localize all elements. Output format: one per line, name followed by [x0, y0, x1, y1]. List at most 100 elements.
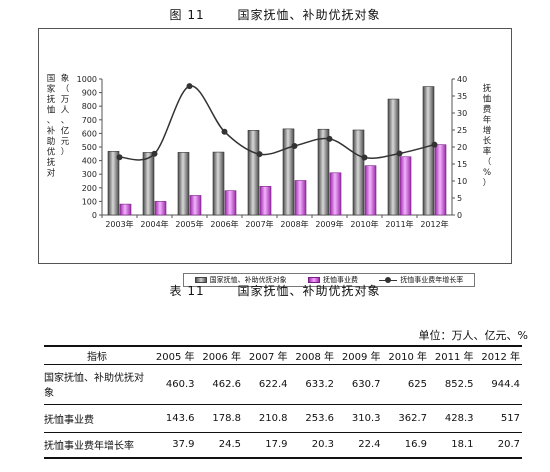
table-header-year: 2012 年 [475, 345, 522, 365]
bar-recipients [177, 152, 190, 216]
table-header-year: 2011 年 [429, 345, 476, 365]
x-tick-label: 2004年 [140, 219, 168, 229]
table-header-year: 2006 年 [196, 345, 243, 365]
table-cell: 22.4 [336, 432, 383, 459]
y-tick-label-left: 300 [82, 170, 97, 179]
figure-label: 图 11 [169, 8, 205, 22]
legend-swatch-line-marker [379, 277, 398, 283]
table-cell: 210.8 [243, 404, 290, 433]
y-tick-label-right: 15 [457, 160, 467, 169]
point-growth-rate [116, 154, 123, 161]
y-tick-label-left: 500 [82, 143, 97, 152]
y-tick-label-right: 5 [457, 194, 462, 203]
y-tick-label-left: 600 [82, 129, 97, 138]
bar-expense [259, 186, 272, 216]
table-header-year: 2009 年 [336, 345, 383, 365]
table-header-year: 2005 年 [150, 345, 197, 365]
table-header-indicator: 指标 [44, 345, 150, 365]
x-tick-label: 2011年 [385, 219, 413, 229]
bar-recipients [387, 98, 400, 216]
table-cell: 17.9 [243, 432, 290, 459]
point-growth-rate [291, 142, 298, 149]
x-tick-label: 2005年 [175, 219, 203, 229]
table-cell: 630.7 [336, 364, 383, 405]
table-header-row: 指标 2005 年 2006 年 2007 年 2008 年 2009 年 20… [44, 345, 522, 365]
point-growth-rate [361, 154, 368, 161]
y-tick-label-right: 20 [457, 143, 467, 152]
point-growth-rate [151, 150, 158, 157]
combo-chart: 0 100 200 300 400 500 600 700 800 900 1000 0 5 10 15 20… [47, 73, 492, 229]
table-cell: 37.9 [150, 432, 197, 459]
y-tick-label-left: 900 [82, 89, 97, 98]
legend-swatch-gray-bar [194, 277, 207, 283]
x-tick-label: 2003年 [105, 219, 133, 229]
x-tick-label: 2008年 [280, 219, 308, 229]
bar-expense [154, 201, 167, 216]
table-cell: 20.7 [475, 432, 522, 459]
bar-expense [434, 144, 447, 216]
y-tick-label-right: 0 [457, 211, 462, 220]
table-header-year: 2007 年 [243, 345, 290, 365]
bar-recipients [107, 151, 120, 216]
data-table: 指标 2005 年 2006 年 2007 年 2008 年 2009 年 20… [44, 345, 522, 459]
table-cell: 462.6 [196, 364, 243, 405]
table-row-label: 抚恤事业费 [44, 404, 150, 433]
table-cell: 460.3 [150, 364, 197, 405]
table-label: 表 11 [169, 284, 205, 298]
y-axis-title-left: 国家抚恤、补助优抚对 [47, 74, 56, 179]
legend-swatch-purple-bar [307, 277, 320, 283]
table-cell: 362.7 [382, 404, 429, 433]
table-cell: 944.4 [475, 364, 522, 405]
y-tick-label-left: 700 [82, 116, 97, 125]
x-tick-label: 2006年 [210, 219, 238, 229]
table-cell: 18.1 [429, 432, 476, 459]
legend-item-recipients: 国家抚恤、补助优抚对象 [194, 275, 287, 285]
legend-item-growth: 抚恤事业费年增长率 [379, 275, 463, 285]
line-growth-rate [119, 85, 435, 161]
y-tick-label-left: 0 [92, 211, 97, 220]
bar-recipients [142, 152, 155, 216]
table-cell: 625 [382, 364, 429, 405]
bar-expense [119, 203, 132, 216]
x-tick-label: 2010年 [350, 219, 378, 229]
y-tick-label-right: 40 [457, 75, 467, 84]
table-cell: 517 [475, 404, 522, 433]
bar-recipients [212, 151, 225, 216]
table-cell: 622.4 [243, 364, 290, 405]
chart-frame: 0 100 200 300 400 500 600 700 800 900 1000 0 5 10 15 20… [38, 28, 512, 287]
bar-recipients [422, 86, 435, 216]
legend-label-growth: 抚恤事业费年增长率 [400, 276, 464, 284]
table-row: 国家抚恤、补助优抚对象 460.3 462.6 622.4 633.2 630.… [44, 364, 522, 405]
point-growth-rate [326, 135, 333, 142]
bar-recipients [247, 130, 260, 216]
bar-expense [294, 180, 307, 216]
legend-label-recipients: 国家抚恤、补助优抚对象 [209, 276, 287, 284]
bar-expense [364, 165, 377, 216]
table-row-label: 抚恤事业费年增长率 [44, 432, 150, 459]
table-header-year: 2010 年 [382, 345, 429, 365]
bar-expense [329, 172, 342, 216]
y-tick-label-left: 200 [82, 184, 97, 193]
table-unit: 单位：万人、亿元、% [418, 329, 528, 342]
bar-recipients [282, 128, 295, 216]
legend-label-expense: 抚恤事业费 [322, 276, 358, 284]
y-axis-title-right: 抚恤费年增长率（%） [483, 83, 492, 189]
table-row: 抚恤事业费年增长率 37.9 24.5 17.9 20.3 22.4 16.9 … [44, 432, 522, 459]
table-cell: 253.6 [289, 404, 336, 433]
y-tick-label-left: 100 [82, 197, 97, 206]
x-tick-label: 2007年 [245, 219, 273, 229]
x-tick-label: 2009年 [315, 219, 343, 229]
point-growth-rate [431, 141, 438, 148]
table-header-year: 2008 年 [289, 345, 336, 365]
table-cell: 852.5 [429, 364, 476, 405]
legend-item-expense: 抚恤事业费 [307, 275, 358, 285]
table-row-label: 国家抚恤、补助优抚对象 [44, 364, 150, 405]
point-growth-rate [256, 151, 263, 158]
point-growth-rate [221, 128, 228, 135]
y-tick-label-left: 1000 [77, 75, 97, 84]
bar-expense [399, 156, 412, 216]
table-title: 表 11 国家抚恤、补助优抚对象 [0, 282, 550, 299]
figure-title: 图 11 国家抚恤、补助优抚对象 [0, 6, 550, 23]
bar-recipients [317, 128, 330, 216]
y-tick-label-right: 35 [457, 92, 467, 101]
